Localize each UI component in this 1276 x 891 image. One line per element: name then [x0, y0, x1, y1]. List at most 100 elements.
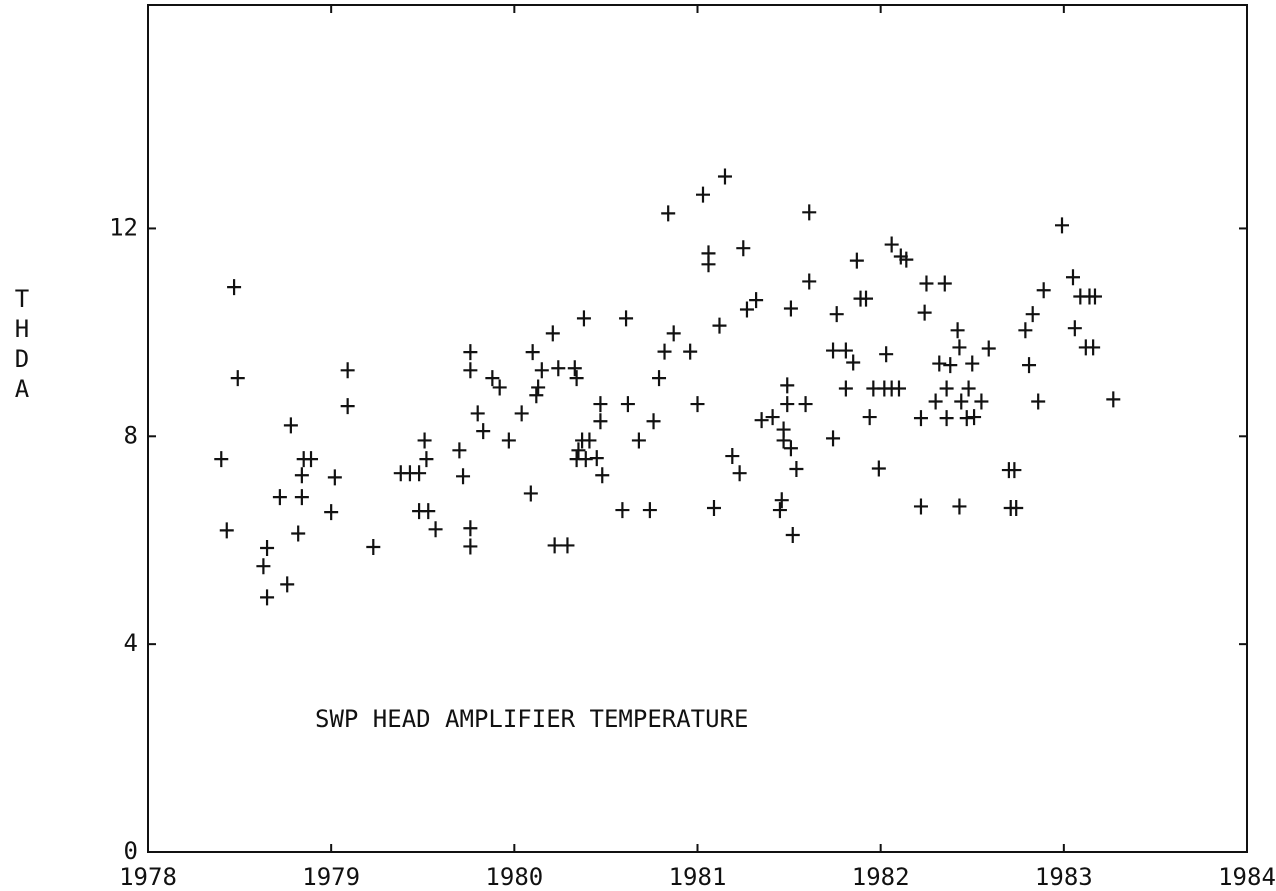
data-point: [879, 346, 894, 363]
data-point: [571, 442, 586, 459]
data-point: [652, 370, 667, 387]
data-point: [774, 492, 789, 509]
data-point: [340, 362, 355, 379]
data-point: [485, 370, 500, 387]
data-point: [294, 467, 309, 484]
data-point: [772, 502, 787, 519]
data-point: [736, 240, 751, 257]
data-point: [683, 343, 698, 360]
data-point: [304, 451, 319, 468]
data-point: [917, 304, 932, 321]
data-point: [463, 520, 478, 537]
data-point: [260, 589, 275, 606]
data-point: [560, 537, 575, 554]
data-point: [256, 558, 271, 575]
data-point: [826, 342, 841, 359]
data-point: [631, 432, 646, 449]
data-point: [589, 450, 604, 467]
data-point: [547, 537, 562, 554]
data-point: [1106, 391, 1121, 408]
data-point: [642, 502, 657, 519]
data-point: [666, 325, 681, 342]
data-point: [871, 460, 886, 477]
data-point: [428, 521, 443, 538]
data-point: [706, 500, 721, 517]
data-point: [463, 344, 478, 361]
data-point: [826, 430, 841, 447]
data-point: [1055, 217, 1069, 234]
data-point: [701, 256, 716, 273]
data-point: [1018, 322, 1033, 339]
y-tick-label: 0: [124, 837, 138, 865]
data-point: [619, 310, 634, 327]
data-point: [492, 379, 507, 396]
data-point: [690, 396, 705, 413]
data-point: [227, 279, 242, 296]
data-point: [1022, 357, 1037, 374]
data-point: [780, 377, 795, 394]
data-point: [928, 393, 943, 410]
data-point: [230, 370, 245, 387]
data-point: [260, 540, 275, 557]
data-point: [919, 275, 934, 292]
annotation: SWP HEAD AMPLIFIER TEMPERATURE: [315, 705, 748, 733]
data-point: [324, 504, 339, 521]
data-point: [884, 236, 899, 253]
data-point: [712, 317, 727, 334]
data-point: [739, 301, 754, 318]
data-point: [965, 355, 980, 372]
x-tick-label: 1982: [852, 863, 910, 891]
data-point: [950, 322, 965, 339]
data-point: [859, 290, 874, 307]
data-point: [1007, 462, 1022, 479]
data-point: [620, 396, 635, 413]
data-point: [531, 379, 546, 396]
data-point: [525, 344, 540, 361]
data-point: [849, 252, 864, 269]
data-point: [1067, 320, 1082, 337]
data-point: [732, 465, 747, 482]
data-point: [417, 432, 432, 449]
data-point: [576, 310, 591, 327]
data-point: [954, 393, 969, 410]
data-point: [657, 343, 672, 360]
data-point: [476, 423, 491, 440]
data-point: [829, 306, 844, 323]
data-point: [463, 362, 478, 379]
x-tick-label: 1984: [1218, 863, 1276, 891]
data-point: [776, 432, 791, 449]
y-tick-label: 12: [109, 213, 138, 241]
data-point: [798, 396, 813, 413]
data-point: [452, 442, 467, 459]
data-point: [754, 412, 769, 429]
data-point: [765, 409, 780, 426]
data-point: [534, 362, 549, 379]
data-point: [593, 396, 608, 413]
data-point: [214, 451, 229, 468]
data-point: [967, 409, 982, 426]
data-point: [802, 204, 817, 221]
data-point: [943, 357, 958, 374]
data-point: [974, 393, 989, 410]
x-tick-label: 1983: [1035, 863, 1093, 891]
data-point: [785, 527, 800, 544]
x-tick-label: 1979: [302, 863, 360, 891]
data-point: [551, 360, 566, 377]
data-point: [952, 498, 967, 515]
data-point: [501, 432, 516, 449]
data-point: [340, 398, 355, 415]
data-point: [646, 413, 661, 430]
x-tick-label: 1981: [669, 863, 727, 891]
data-point: [283, 417, 298, 434]
data-point: [717, 168, 732, 185]
data-point: [219, 522, 234, 539]
data-point: [291, 525, 306, 542]
data-point: [939, 380, 954, 397]
data-point: [593, 413, 608, 430]
data-point: [1031, 393, 1046, 410]
data-point: [749, 292, 764, 309]
data-point: [523, 485, 538, 502]
data-point: [783, 300, 798, 317]
data-point: [327, 469, 342, 486]
